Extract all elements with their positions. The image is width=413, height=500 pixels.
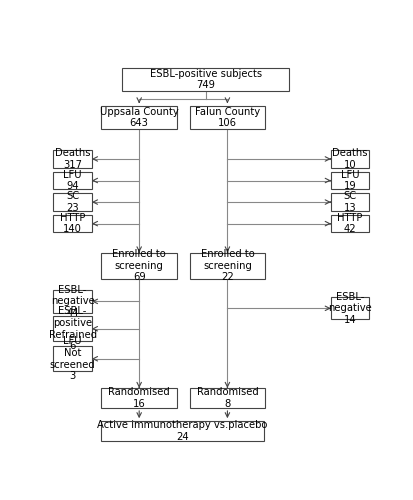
Text: Deaths
317: Deaths 317 [55, 148, 90, 170]
FancyBboxPatch shape [330, 297, 368, 320]
Text: Randomised
16: Randomised 16 [108, 387, 170, 409]
FancyBboxPatch shape [189, 252, 264, 278]
Text: Active immunotherapy vs.placebo
24: Active immunotherapy vs.placebo 24 [97, 420, 267, 442]
Text: HTTP
42: HTTP 42 [337, 213, 362, 234]
FancyBboxPatch shape [122, 68, 288, 91]
FancyBboxPatch shape [53, 316, 92, 341]
Text: Falun County
106: Falun County 106 [195, 106, 259, 128]
Text: Enrolled to
screening
69: Enrolled to screening 69 [112, 249, 166, 282]
FancyBboxPatch shape [53, 193, 92, 211]
Text: Enrolled to
screening
22: Enrolled to screening 22 [200, 249, 254, 282]
Text: ESBL-
negative
14: ESBL- negative 14 [328, 292, 371, 325]
FancyBboxPatch shape [101, 252, 176, 278]
Text: Randomised
8: Randomised 8 [196, 387, 258, 409]
FancyBboxPatch shape [330, 172, 368, 190]
Text: ESBL-positive subjects
749: ESBL-positive subjects 749 [150, 69, 261, 90]
Text: Uppsala County
643: Uppsala County 643 [100, 106, 178, 128]
FancyBboxPatch shape [330, 193, 368, 211]
FancyBboxPatch shape [101, 388, 176, 408]
FancyBboxPatch shape [189, 388, 264, 408]
Text: Deaths
10: Deaths 10 [332, 148, 367, 170]
FancyBboxPatch shape [53, 346, 92, 371]
Text: ESBL-
negative
44: ESBL- negative 44 [51, 285, 94, 318]
FancyBboxPatch shape [330, 150, 368, 168]
FancyBboxPatch shape [53, 150, 92, 168]
FancyBboxPatch shape [101, 106, 176, 128]
Text: LFU
94: LFU 94 [63, 170, 82, 192]
Text: LFU
Not
screened
3: LFU Not screened 3 [50, 336, 95, 381]
FancyBboxPatch shape [53, 290, 92, 312]
Text: LFU
19: LFU 19 [340, 170, 358, 192]
FancyBboxPatch shape [101, 421, 263, 441]
Text: HTTP
140: HTTP 140 [60, 213, 85, 234]
Text: ESBL-
positive
Refrained
6: ESBL- positive Refrained 6 [48, 306, 96, 351]
Text: SC
13: SC 13 [343, 192, 356, 213]
FancyBboxPatch shape [53, 215, 92, 232]
FancyBboxPatch shape [53, 172, 92, 190]
FancyBboxPatch shape [330, 215, 368, 232]
Text: SC
23: SC 23 [66, 192, 79, 213]
FancyBboxPatch shape [189, 106, 264, 128]
